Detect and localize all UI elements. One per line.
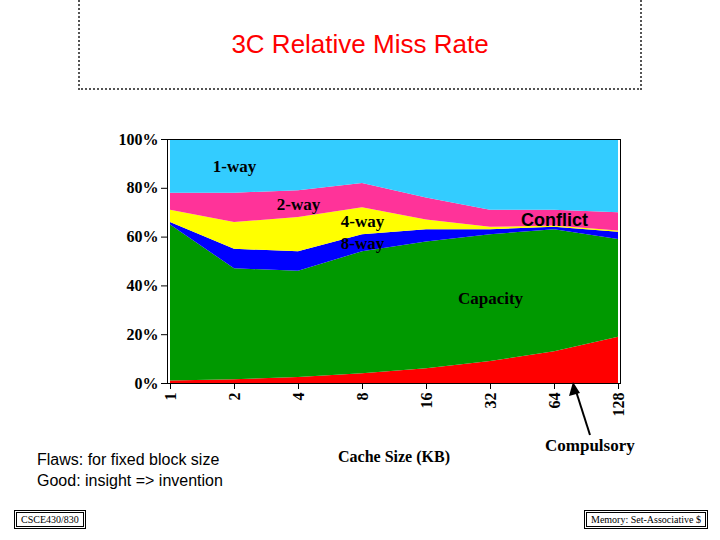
html-text:Memory: Set-Associative $: Memory: Set-Associative $ bbox=[591, 514, 701, 525]
svg-text:32: 32 bbox=[482, 393, 499, 409]
svg-text:Cache Size (KB): Cache Size (KB) bbox=[338, 448, 450, 466]
svg-text:16: 16 bbox=[418, 393, 435, 409]
svg-text:8: 8 bbox=[354, 393, 371, 401]
svg-text:1: 1 bbox=[162, 393, 179, 401]
svg-text:40%: 40% bbox=[127, 277, 159, 294]
svg-text:128: 128 bbox=[610, 393, 627, 417]
html-text:CSCE430/830: CSCE430/830 bbox=[21, 514, 79, 525]
svg-text:8-way: 8-way bbox=[341, 234, 385, 253]
svg-text:4: 4 bbox=[290, 393, 307, 401]
html-text:Good: insight => invention: Good: insight => invention bbox=[37, 472, 223, 489]
svg-text:60%: 60% bbox=[127, 228, 159, 245]
svg-text:0%: 0% bbox=[135, 375, 159, 392]
html-text:Compulsory: Compulsory bbox=[545, 436, 635, 455]
svg-text:2: 2 bbox=[226, 393, 243, 401]
svg-text:2-way: 2-way bbox=[277, 195, 321, 214]
svg-text:80%: 80% bbox=[127, 179, 159, 196]
html-text:Flaws: for fixed block size: Flaws: for fixed block size bbox=[37, 451, 220, 468]
svg-text:64: 64 bbox=[546, 393, 563, 409]
svg-text:Conflict: Conflict bbox=[521, 210, 588, 230]
svg-text:4-way: 4-way bbox=[341, 212, 385, 231]
svg-text:1-way: 1-way bbox=[213, 157, 257, 176]
svg-text:20%: 20% bbox=[127, 326, 159, 343]
svg-text:100%: 100% bbox=[119, 131, 159, 148]
html-text:3C Relative Miss Rate: 3C Relative Miss Rate bbox=[231, 28, 489, 59]
svg-text:Capacity: Capacity bbox=[458, 289, 524, 308]
